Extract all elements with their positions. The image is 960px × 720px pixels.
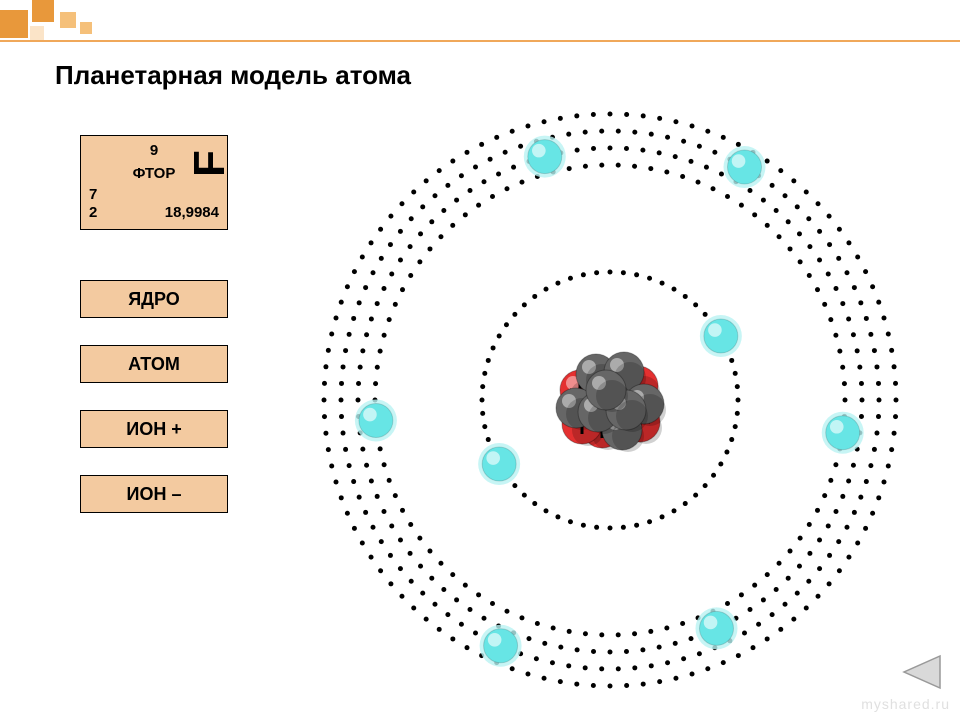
nav-back-icon[interactable] (900, 654, 942, 690)
electron (524, 136, 566, 178)
decor-square (0, 10, 28, 38)
mode-button[interactable]: ИОН – (80, 475, 228, 513)
mode-button[interactable]: АТОМ (80, 345, 228, 383)
decor-square (32, 0, 54, 22)
decor-square (30, 26, 44, 40)
page-title: Планетарная модель атома (55, 60, 411, 91)
decor-line (0, 40, 960, 42)
watermark: myshared.ru (861, 696, 950, 712)
electron (695, 607, 737, 649)
element-period: 2 (89, 204, 97, 223)
atom-diagram (300, 90, 920, 710)
element-card: 9 ФТОР 7 2 18,9984 F (80, 135, 228, 230)
element-symbol: F (182, 154, 237, 177)
element-mass: 18,9984 (165, 204, 219, 223)
electron (700, 315, 742, 357)
electron (480, 625, 522, 667)
decor-square (60, 12, 76, 28)
electron (478, 443, 520, 485)
electron (822, 412, 864, 454)
element-group: 7 (89, 186, 97, 205)
decor-square (80, 22, 92, 34)
mode-button[interactable]: ЯДРО (80, 280, 228, 318)
electron (724, 146, 766, 188)
mode-button[interactable]: ИОН + (80, 410, 228, 448)
nucleus (556, 352, 666, 452)
electron (355, 399, 397, 441)
